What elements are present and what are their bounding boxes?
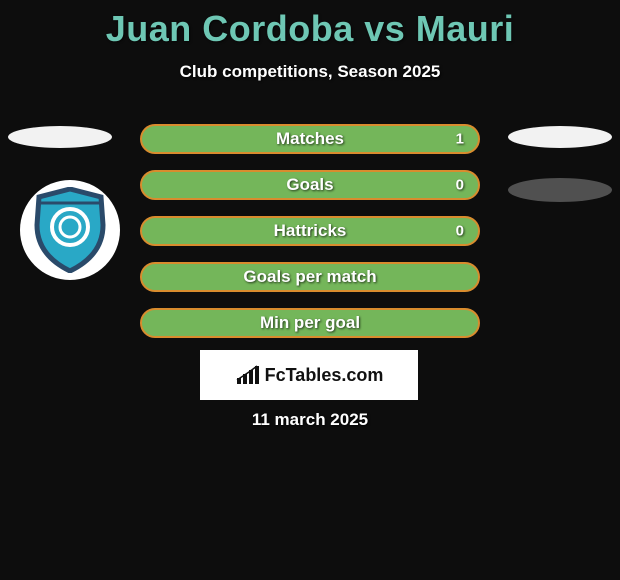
comparison-title: Juan Cordoba vs Mauri xyxy=(0,0,620,50)
stat-bar-label: Hattricks xyxy=(274,221,347,241)
club-left-badge xyxy=(20,180,120,280)
stat-bars: Matches 1 Goals 0 Hattricks 0 Goals per match M… xyxy=(140,124,480,354)
stat-bar: Hattricks 0 xyxy=(140,216,480,246)
stat-bar-value: 0 xyxy=(456,223,464,240)
bar-chart-icon xyxy=(235,364,261,386)
club-right-placeholder xyxy=(508,178,612,202)
stat-bar-value: 1 xyxy=(456,131,464,148)
player-right-avatar-placeholder xyxy=(508,126,612,148)
shield-icon xyxy=(31,187,109,273)
generated-date: 11 march 2025 xyxy=(0,410,620,430)
brand-text: FcTables.com xyxy=(265,365,384,386)
comparison-subtitle: Club competitions, Season 2025 xyxy=(0,62,620,82)
player-left-avatar-placeholder xyxy=(8,126,112,148)
stat-bar-label: Matches xyxy=(276,129,344,149)
stat-bar: Goals per match xyxy=(140,262,480,292)
stat-bar: Matches 1 xyxy=(140,124,480,154)
stat-bar: Goals 0 xyxy=(140,170,480,200)
stat-bar-label: Goals xyxy=(286,175,333,195)
stat-bar-value: 0 xyxy=(456,177,464,194)
stat-bar: Min per goal xyxy=(140,308,480,338)
stat-bar-label: Min per goal xyxy=(260,313,360,333)
stat-bar-label: Goals per match xyxy=(243,267,376,287)
brand-watermark: FcTables.com xyxy=(200,350,418,400)
